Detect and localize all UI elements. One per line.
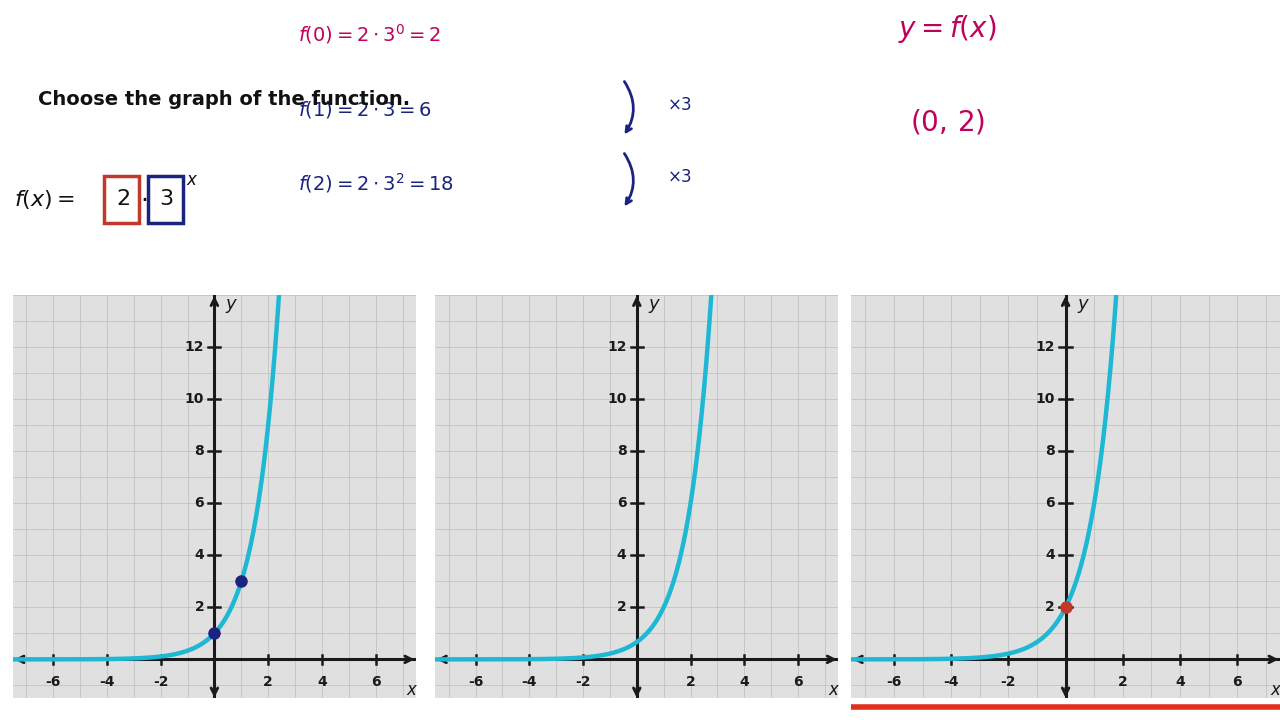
Text: -2: -2 (575, 675, 591, 689)
Text: -6: -6 (45, 675, 61, 689)
Text: $y$: $y$ (225, 297, 238, 315)
Text: 4: 4 (1044, 549, 1055, 562)
Text: 4: 4 (740, 675, 749, 689)
Text: $\times 3$: $\times 3$ (667, 96, 692, 114)
Text: $f(1) = 2 \cdot 3 = 6$: $f(1) = 2 \cdot 3 = 6$ (298, 99, 433, 120)
Text: 4: 4 (317, 675, 326, 689)
Text: 12: 12 (1036, 341, 1055, 354)
Text: 12: 12 (607, 341, 627, 354)
Text: -6: -6 (467, 675, 484, 689)
Text: 4: 4 (617, 549, 627, 562)
Text: 2: 2 (1044, 600, 1055, 614)
Text: 2: 2 (1117, 675, 1128, 689)
Text: $\times 3$: $\times 3$ (667, 168, 692, 186)
Text: 8: 8 (1044, 444, 1055, 458)
Text: 6: 6 (371, 675, 380, 689)
Text: $f(2) = 2 \cdot 3^2 = 18$: $f(2) = 2 \cdot 3^2 = 18$ (298, 171, 454, 195)
Text: -6: -6 (886, 675, 902, 689)
Text: -4: -4 (943, 675, 959, 689)
Text: $2$: $2$ (115, 189, 129, 210)
Text: $y$: $y$ (1076, 297, 1091, 315)
Text: 2: 2 (195, 600, 205, 614)
Text: 6: 6 (617, 496, 627, 510)
Text: 2: 2 (686, 675, 695, 689)
Text: $x$: $x$ (828, 682, 841, 700)
Text: $x$: $x$ (186, 171, 198, 189)
Text: Choose the graph of the function.: Choose the graph of the function. (38, 90, 411, 109)
Text: 4: 4 (195, 549, 205, 562)
Text: 12: 12 (184, 341, 205, 354)
Text: $f(x) =$: $f(x) =$ (14, 188, 76, 211)
Text: 10: 10 (1036, 392, 1055, 406)
Text: 6: 6 (794, 675, 803, 689)
Text: $3$: $3$ (159, 189, 173, 210)
Text: -4: -4 (99, 675, 115, 689)
Text: -2: -2 (152, 675, 169, 689)
Text: 8: 8 (195, 444, 205, 458)
Text: $f(0)= 2 \cdot 3^0 = 2$: $f(0)= 2 \cdot 3^0 = 2$ (298, 22, 440, 45)
Text: -2: -2 (1001, 675, 1016, 689)
Text: 10: 10 (607, 392, 627, 406)
Text: $(0,\, 2)$: $(0,\, 2)$ (910, 108, 984, 137)
Text: 4: 4 (1175, 675, 1185, 689)
Text: 6: 6 (195, 496, 205, 510)
Text: $y$: $y$ (648, 297, 660, 315)
Text: 2: 2 (617, 600, 627, 614)
Text: 2: 2 (264, 675, 273, 689)
Text: $x$: $x$ (406, 682, 419, 700)
Text: $y = f(x)$: $y = f(x)$ (897, 13, 997, 45)
Text: 8: 8 (617, 444, 627, 458)
Text: $x$: $x$ (1270, 682, 1280, 700)
Text: 6: 6 (1044, 496, 1055, 510)
Text: $\cdot$: $\cdot$ (140, 187, 147, 212)
Text: 10: 10 (184, 392, 205, 406)
Text: -4: -4 (521, 675, 538, 689)
Text: 6: 6 (1233, 675, 1242, 689)
